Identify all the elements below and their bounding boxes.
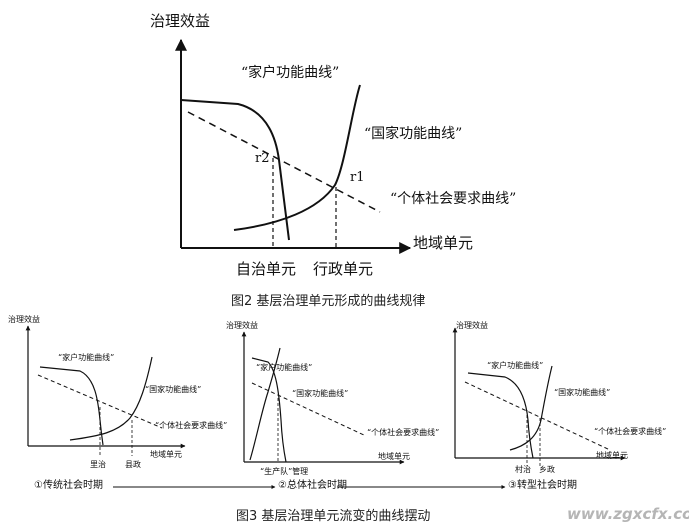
fig3-p1-society-label: “个体社会要求曲线”	[155, 421, 228, 430]
fig3-p2-household-label: “家户功能曲线”	[256, 363, 313, 372]
figure2-diagram	[175, 38, 412, 254]
fig2-household-curve	[180, 99, 290, 241]
fig3-p3-household-label: “家户功能曲线”	[487, 361, 544, 370]
fig2-r2-label: r2	[255, 151, 270, 166]
fig3-p2-x-axis-label: 地域单元	[378, 452, 410, 461]
fig2-tick-admin: 行政单元	[313, 260, 374, 278]
fig2-society-curve-label: “个体社会要求曲线”	[390, 191, 517, 207]
fig3-caption: 图3 基层治理单元流变的曲线摆动	[236, 509, 431, 524]
fig3-p3-state-curve	[509, 365, 553, 451]
fig2-x-axis-label: 地域单元	[413, 234, 474, 252]
fig3-p1-household-curve	[39, 366, 104, 446]
fig3-p1-x-axis-label: 地域单元	[150, 450, 182, 459]
fig3-p1-stage-label: ①传统社会时期	[34, 480, 103, 491]
fig3-p3-society-label: “个体社会要求曲线”	[594, 427, 667, 436]
fig3-p2-tick-label: “生产队”管理	[260, 467, 309, 476]
fig3-p3-tick-left: 村治	[515, 465, 531, 474]
fig3-p1-state-label: “国家功能曲线”	[145, 385, 202, 394]
fig3-p1-tick-left: 里治	[90, 460, 106, 469]
fig3-p3-household-curve	[467, 372, 534, 459]
fig3-panel1-diagram	[25, 325, 186, 456]
fig2-r1-label: r1	[350, 170, 365, 185]
fig3-panel2-diagram	[241, 331, 405, 465]
fig2-caption: 图2 基层治理单元形成的曲线规律	[231, 294, 426, 309]
fig2-tick-autonomy: 自治单元	[236, 260, 297, 278]
fig3-p3-x-axis-label: 地域单元	[596, 451, 628, 460]
fig3-p1-tick-right: 县政	[125, 460, 141, 469]
fig3-p3-stage-label: ③转型社会时期	[508, 480, 577, 491]
fig3-p3-state-label: “国家功能曲线”	[554, 388, 611, 397]
fig3-p2-state-curve	[249, 347, 281, 461]
fig3-p3-y-axis-label: 治理效益	[456, 321, 488, 330]
fig3-p2-y-axis-label: 治理效益	[226, 321, 258, 330]
fig3-p1-state-curve	[69, 356, 153, 441]
fig2-y-axis-label: 治理效益	[150, 12, 211, 30]
fig3-p2-state-label: “国家功能曲线”	[292, 389, 349, 398]
fig2-state-curve	[233, 84, 361, 231]
fig3-p1-household-label: “家户功能曲线”	[58, 353, 115, 362]
fig3-p2-household-curve	[251, 357, 287, 463]
watermark: www.zgxcfx.com	[567, 505, 689, 523]
fig2-household-curve-label: “家户功能曲线”	[241, 65, 340, 81]
fig3-p3-tick-right: 乡政	[539, 465, 555, 474]
fig3-p3-society-curve	[464, 381, 611, 451]
fig3-p1-society-curve	[37, 374, 163, 429]
fig3-panel3-diagram	[452, 327, 626, 466]
fig2-society-curve	[187, 111, 381, 213]
fig3-p1-y-axis-label: 治理效益	[8, 315, 40, 324]
fig3-p2-society-label: “个体社会要求曲线”	[367, 428, 440, 437]
fig3-p2-stage-label: ②总体社会时期	[278, 480, 347, 491]
fig2-state-curve-label: “国家功能曲线”	[364, 126, 463, 142]
